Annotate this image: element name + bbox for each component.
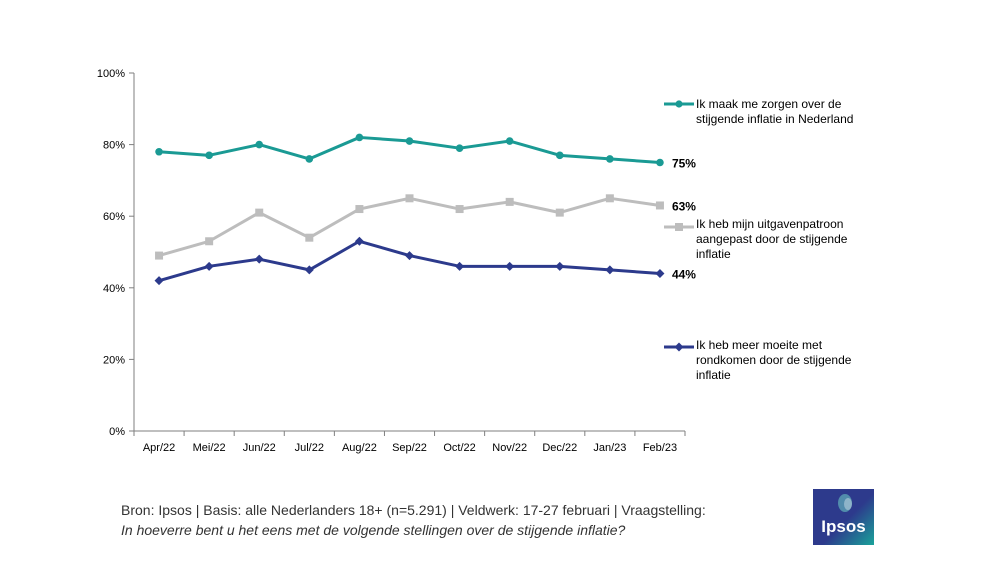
data-point bbox=[405, 194, 414, 203]
data-point bbox=[655, 201, 664, 210]
source-text: Bron: Ipsos | Basis: alle Nederlanders 1… bbox=[121, 502, 706, 518]
y-tick-label: 100% bbox=[97, 68, 125, 80]
data-point bbox=[354, 236, 364, 246]
y-tick-label: 40% bbox=[103, 283, 125, 295]
legend-label-series-2: Ik heb meer moeite met rondkomen door de… bbox=[696, 338, 852, 382]
end-label-series-2: 44% bbox=[672, 267, 696, 281]
data-point bbox=[555, 208, 564, 217]
data-point bbox=[455, 144, 464, 152]
y-tick-label: 80% bbox=[103, 140, 125, 152]
question-text: In hoeverre bent u het eens met de volge… bbox=[121, 522, 626, 538]
x-tick-label: Oct/22 bbox=[443, 442, 475, 454]
x-tick-label: Aug/22 bbox=[342, 442, 377, 454]
data-point bbox=[606, 155, 614, 163]
footer-source: Bron: Ipsos | Basis: alle Nederlanders 1… bbox=[121, 500, 706, 540]
legend-key-series-0 bbox=[664, 98, 694, 110]
data-point bbox=[305, 155, 314, 163]
data-point bbox=[205, 151, 213, 160]
data-point bbox=[455, 205, 464, 214]
data-point bbox=[505, 197, 514, 206]
x-tick-label: Feb/23 bbox=[643, 442, 677, 454]
data-point bbox=[605, 194, 614, 203]
x-tick-label: Jan/23 bbox=[593, 442, 626, 454]
legend-label-series-0: Ik maak me zorgen over de stijgende infl… bbox=[696, 97, 854, 126]
data-point bbox=[505, 137, 514, 145]
series-line-1 bbox=[158, 196, 661, 258]
x-tick-label: Nov/22 bbox=[492, 442, 527, 454]
data-point bbox=[255, 208, 264, 217]
data-point bbox=[555, 261, 565, 271]
x-tick-label: Mei/22 bbox=[193, 442, 226, 454]
data-point bbox=[154, 276, 164, 286]
data-point bbox=[205, 237, 214, 246]
ipsos-logo-mark bbox=[838, 494, 852, 512]
legend-key-series-1 bbox=[664, 221, 694, 233]
legend-label-series-1: Ik heb mijn uitgavenpatroon aangepast do… bbox=[696, 217, 848, 261]
data-point bbox=[455, 261, 465, 271]
y-tick-label: 0% bbox=[109, 426, 125, 438]
data-point bbox=[155, 251, 164, 260]
data-point bbox=[204, 261, 214, 271]
end-label-series-1: 63% bbox=[672, 199, 696, 213]
x-tick-label: Sep/22 bbox=[392, 442, 427, 454]
data-point bbox=[655, 268, 665, 278]
data-point bbox=[255, 140, 264, 149]
y-tick-label: 60% bbox=[103, 211, 125, 223]
data-point bbox=[355, 205, 364, 214]
x-tick-label: Jun/22 bbox=[243, 442, 276, 454]
x-tick-label: Jul/22 bbox=[295, 442, 324, 454]
data-point bbox=[656, 158, 664, 167]
data-point bbox=[555, 151, 564, 160]
y-tick-label: 20% bbox=[103, 354, 125, 366]
data-point bbox=[305, 233, 314, 242]
x-tick-label: Apr/22 bbox=[143, 442, 175, 454]
data-point bbox=[405, 137, 414, 145]
data-point bbox=[405, 251, 414, 261]
data-point bbox=[304, 265, 314, 275]
series-line-2 bbox=[158, 239, 661, 283]
data-point bbox=[605, 265, 615, 275]
line-chart: 0% 20% 40% 60% 80% 100% Apr/22 Mei/22 Jun/22 Jul/… bbox=[97, 68, 696, 454]
data-point bbox=[254, 254, 264, 264]
ipsos-logo: Ipsos bbox=[813, 489, 874, 545]
logo-text: Ipsos bbox=[821, 517, 866, 536]
x-tick-label: Dec/22 bbox=[542, 442, 577, 454]
end-label-series-0: 75% bbox=[672, 157, 696, 171]
data-point bbox=[505, 261, 515, 271]
legend-key-series-2 bbox=[664, 341, 694, 353]
data-point bbox=[355, 133, 364, 142]
data-point bbox=[155, 147, 163, 156]
